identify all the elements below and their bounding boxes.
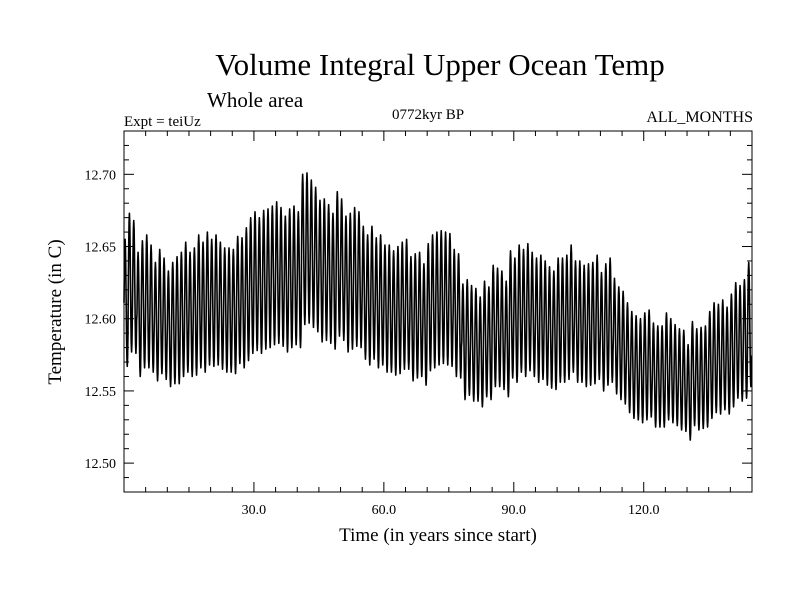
y-axis-label: Temperature (in C) [45, 239, 66, 384]
series-line [124, 173, 752, 440]
x-tick-label: 30.0 [242, 503, 267, 518]
y-tick-label: 12.65 [85, 241, 117, 256]
y-tick-label: 12.50 [85, 457, 117, 472]
y-tick-label: 12.70 [85, 168, 117, 183]
chart-canvas: 30.0 60.0 90.0 120.0 12.50 12.55 12.60 12.65 12.… [0, 0, 800, 600]
y-tick-label: 12.60 [85, 313, 117, 328]
series-group [124, 173, 752, 440]
x-axis-label: Time (in years since start) [339, 525, 537, 546]
y-tick-label: 12.55 [85, 385, 117, 400]
x-tick-label: 90.0 [502, 503, 527, 518]
x-tick-label: 60.0 [372, 503, 397, 518]
x-tick-label: 120.0 [628, 503, 660, 518]
